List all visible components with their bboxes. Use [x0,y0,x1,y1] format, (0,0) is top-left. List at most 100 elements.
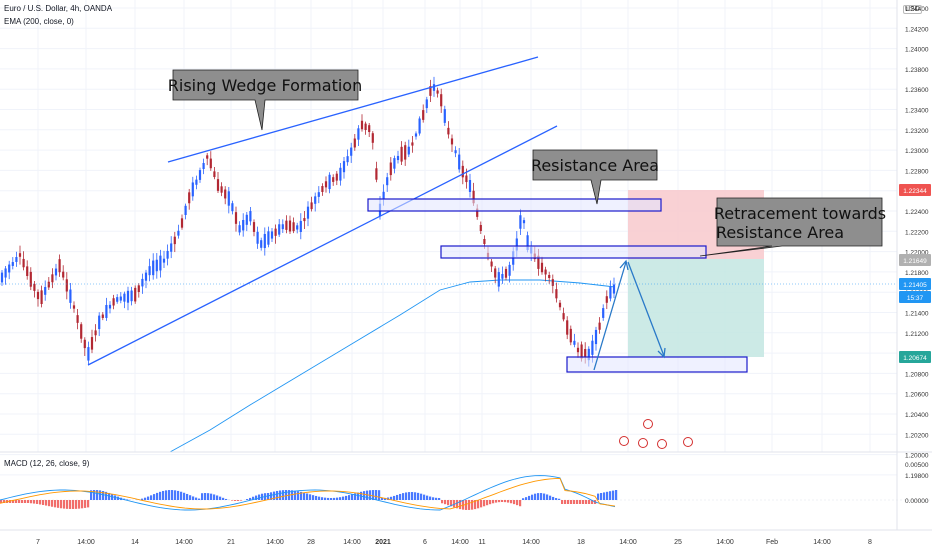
candle [418,116,421,136]
candle [173,231,176,253]
macd-bar [576,500,579,504]
macd-bar [564,500,567,504]
macd-bar [18,500,21,503]
candle [285,215,288,234]
resistance-box-lower[interactable] [440,245,707,259]
candle [501,266,504,284]
macd-bar [48,500,51,507]
currency-label: USD [903,5,922,14]
price-tick: 1.24400 [905,6,929,13]
candle [137,283,140,298]
macd-bar [87,500,90,508]
macd-bar [36,500,39,504]
candle [310,196,313,212]
macd-bar [417,492,420,500]
macd-bar [273,491,276,500]
price-axis[interactable]: 1.24400 1.24200 1.24000 1.23800 1.23600 1.234… [905,6,929,480]
macd-bar [303,492,306,500]
candle [350,142,353,163]
price-tick: 1.20800 [905,371,929,378]
price-tick: 1.20000 [905,453,929,460]
time-tick: 6 [423,539,427,546]
macd-bar [351,494,354,500]
candle [407,139,410,158]
time-tick: 14:00 [451,539,469,546]
candle [335,171,338,186]
macd-bar [186,493,189,500]
macd-bar [597,493,600,500]
macd-bar [591,500,594,504]
candle [411,135,414,153]
candle [447,121,450,139]
candle [400,141,403,166]
price-tick: 1.23400 [905,108,929,115]
candle [72,301,76,313]
macd-bar [54,500,57,508]
support-box[interactable] [566,356,748,373]
macd-line [0,475,616,511]
candle [134,285,137,304]
macd-bar [573,500,576,504]
candle [270,227,274,243]
macd-bar [348,495,351,500]
price-tick: 1.22000 [905,250,929,257]
price-tick: 1.21400 [905,311,929,318]
candle [594,326,598,351]
wedge-upper-trendline[interactable] [167,56,539,163]
macd-bar [501,500,504,503]
candle [119,292,122,304]
price-tick: 1.21200 [905,331,929,338]
macd-bar [579,500,582,504]
candle [598,317,601,334]
macd-bar [309,494,312,500]
time-axis[interactable]: 7 14:00 14 14:00 21 14:00 28 14:00 2021 6 14:00 11 1… [36,539,872,546]
macd-bar [582,500,585,504]
economic-event-markers[interactable] [619,419,693,449]
wedge-callout[interactable]: Rising Wedge Formation [168,69,362,131]
candle [288,215,292,235]
macd-bar [525,497,528,500]
candle [148,258,151,282]
macd-bar [393,495,396,500]
candle [317,186,320,204]
candle [162,250,166,268]
resistance-callout[interactable]: Resistance Area [531,149,659,205]
macd-bar [390,496,393,500]
macd-bar [108,492,111,500]
candle [209,151,212,171]
macd-bar [450,500,453,507]
macd-bar [15,500,18,503]
candle [108,301,112,314]
macd-bar [324,497,327,500]
ema-legend: EMA (200, close, 0) [4,17,74,26]
macd-bar [102,491,105,500]
macd-bar [384,497,387,500]
candle [256,226,259,249]
macd-bar [510,500,513,504]
candle [605,290,608,310]
price-tick: 1.20200 [905,432,929,439]
candle [245,211,248,232]
candle [40,285,43,308]
candle [357,125,360,147]
time-tick: 28 [307,539,315,546]
candle [555,282,558,303]
macd-bar [570,500,573,504]
price-tick: 1.24000 [905,47,929,54]
retracement-callout[interactable]: Retracement towards Resistance Area [699,197,886,257]
candle [116,294,119,304]
candle [468,173,472,198]
candle [11,257,14,270]
macd-bar [84,500,87,508]
macd-bar [378,490,381,500]
macd-bar [57,500,60,508]
candle [101,312,104,321]
candle [26,260,29,280]
resistance-box-upper[interactable] [367,198,662,212]
macd-bar [204,493,207,500]
wedge-lower-trendline[interactable] [87,125,558,366]
time-tick: 7 [36,539,40,546]
macd-bar [552,496,555,500]
macd-bar [291,490,294,500]
